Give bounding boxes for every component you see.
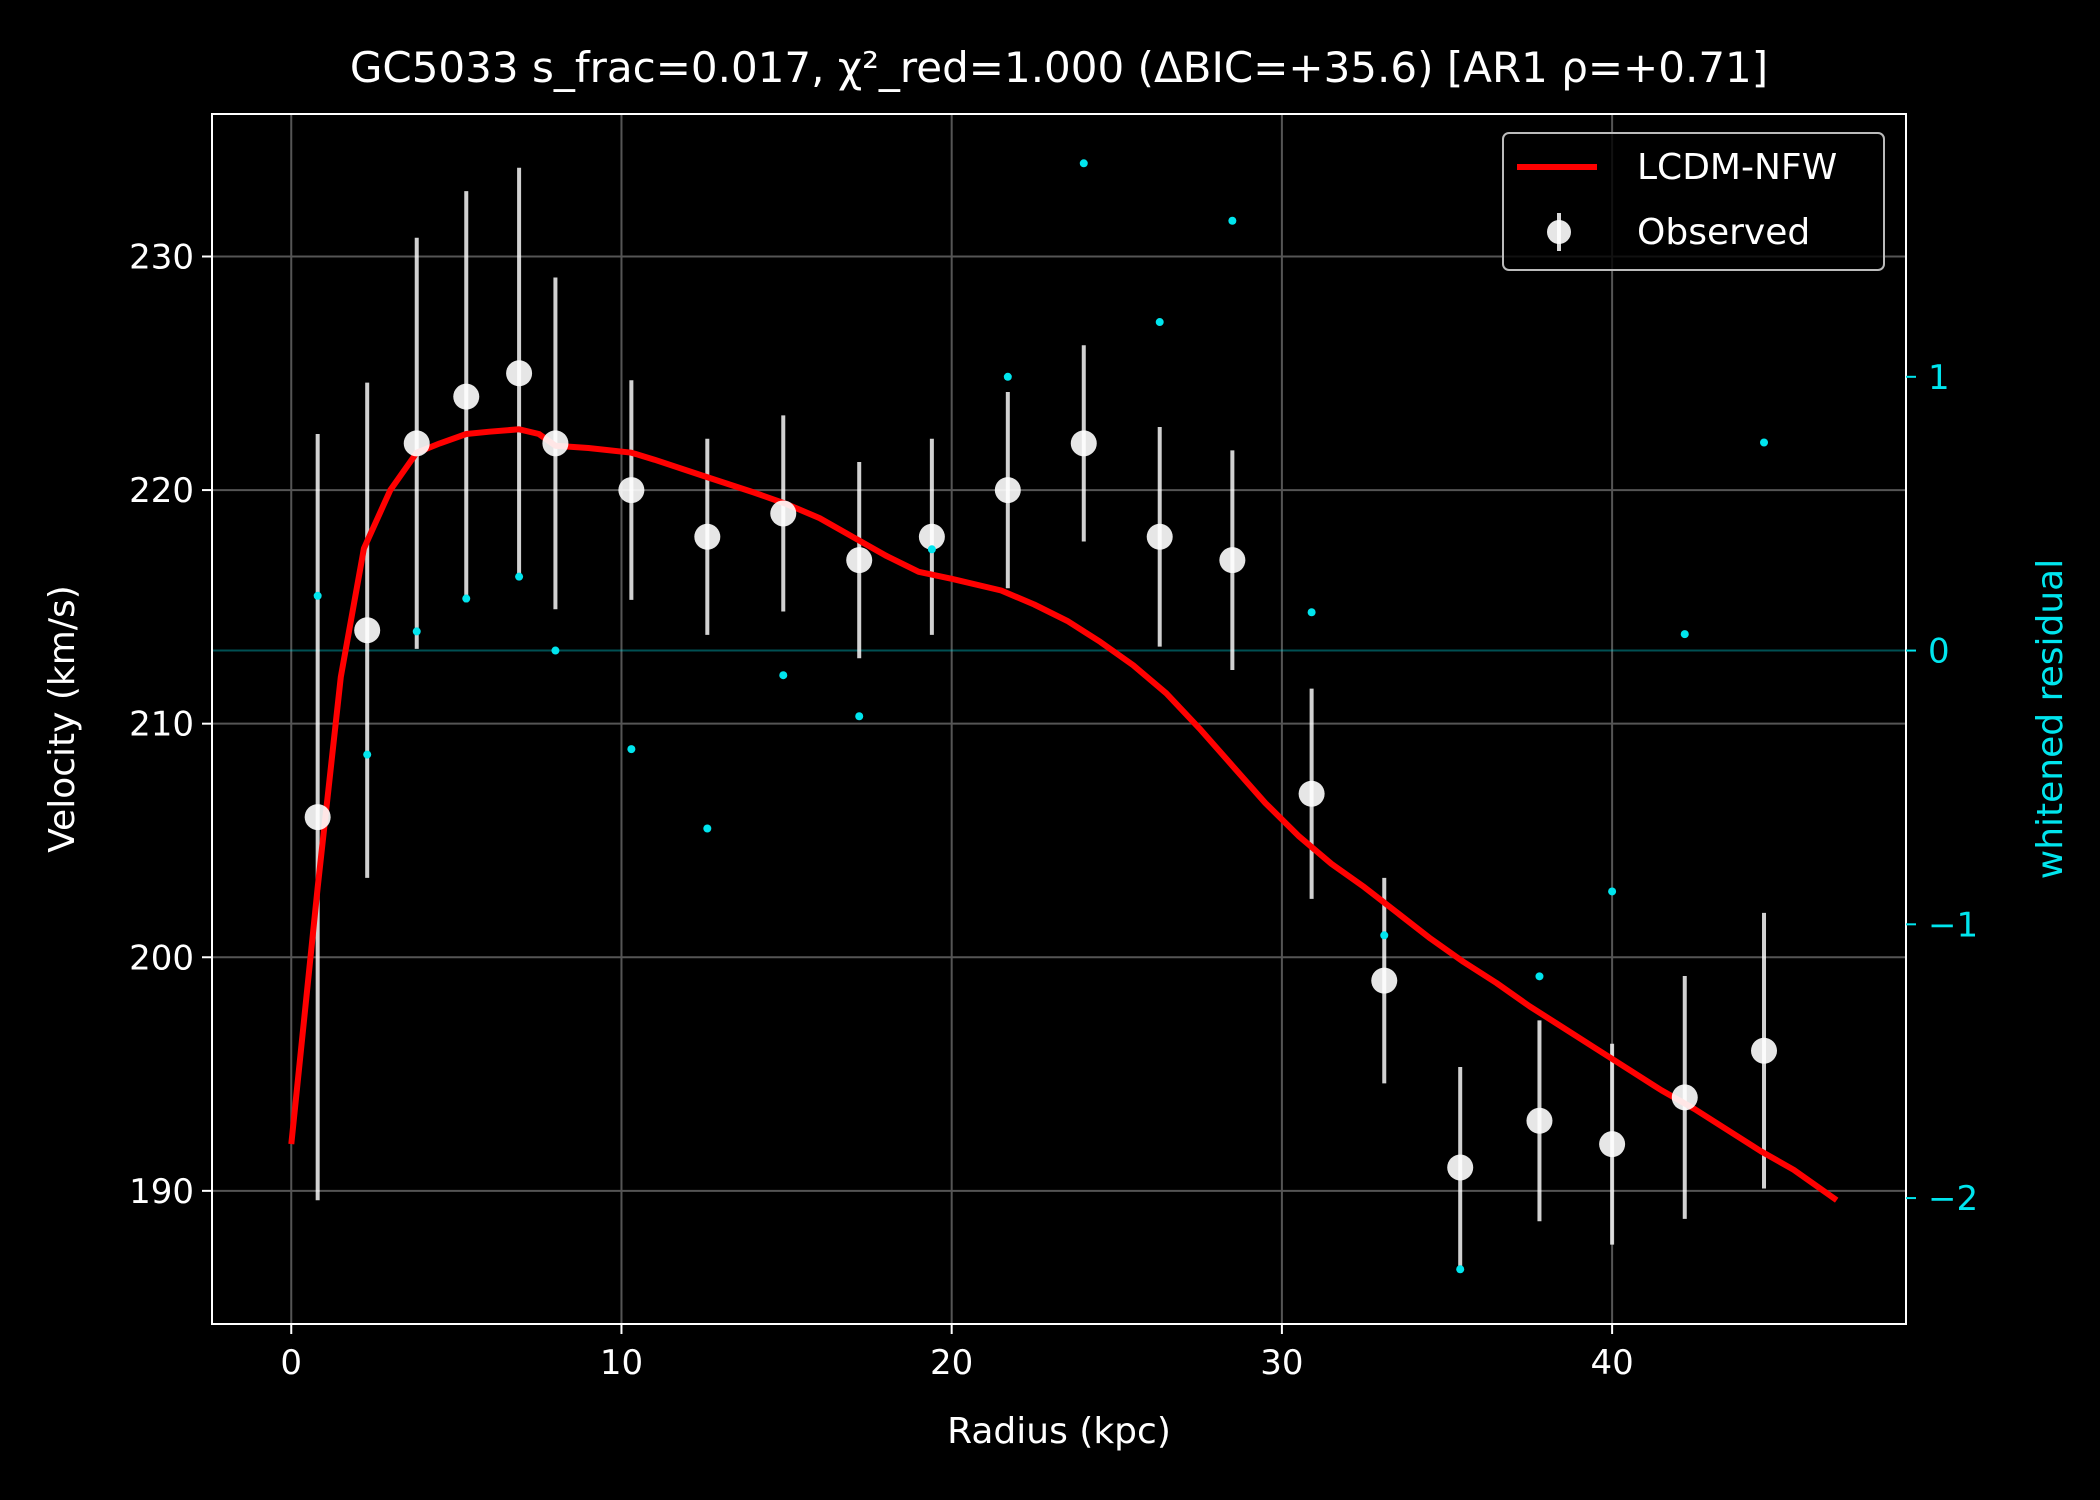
residual-point	[1680, 630, 1689, 639]
y-tick-label: 220	[129, 471, 194, 511]
observed-point	[618, 477, 645, 504]
observed-point	[846, 547, 873, 574]
observed-point	[542, 430, 569, 457]
plot-frame	[211, 113, 1907, 1325]
residual-point	[779, 671, 788, 680]
y-tick-label: 200	[129, 938, 194, 978]
residual-point	[855, 712, 864, 721]
observed-point	[770, 500, 797, 527]
residual-point	[313, 591, 322, 600]
observed-point	[994, 477, 1021, 504]
residual-point	[1307, 608, 1316, 617]
observed-point	[1070, 430, 1097, 457]
legend-observed-marker	[1547, 220, 1571, 244]
observed-point	[1526, 1107, 1553, 1134]
residual-point	[703, 824, 712, 833]
observed-point	[453, 383, 480, 410]
residual-point	[1760, 438, 1769, 447]
observed-point	[694, 523, 721, 550]
legend-observed-label: Observed	[1637, 212, 1810, 253]
observed-point	[1371, 967, 1398, 994]
legend-box	[1502, 132, 1885, 271]
observed-point	[1219, 547, 1246, 574]
observed-point	[354, 617, 381, 644]
x-tick-label: 10	[600, 1343, 643, 1383]
residual-tick-label: 0	[1928, 632, 1950, 672]
residual-tick-label: −1	[1928, 905, 1978, 945]
residual-point	[1608, 887, 1617, 896]
residual-point	[1079, 159, 1088, 168]
residual-point	[412, 627, 421, 636]
observed-point	[506, 360, 533, 387]
residual-point	[1003, 372, 1012, 381]
model-layer	[288, 426, 1839, 1203]
observed-point	[1447, 1154, 1474, 1181]
observed-point	[1298, 780, 1325, 807]
residual-point	[515, 572, 524, 581]
residual-point	[1456, 1265, 1465, 1274]
y-tick-label: 210	[129, 705, 194, 745]
observed-point	[1671, 1084, 1698, 1111]
residual-point	[551, 646, 560, 655]
residual-point	[1155, 318, 1164, 327]
legend: LCDM-NFW Observed	[1502, 132, 1885, 271]
legend-model-label: LCDM-NFW	[1637, 147, 1837, 188]
residual-tick-label: −2	[1928, 1179, 1978, 1219]
residual-point	[627, 745, 636, 754]
observed-point	[918, 523, 945, 550]
residual-point	[927, 545, 936, 554]
y-axis-title: Velocity (km/s)	[42, 585, 83, 853]
residual-axis-title: whitened residual	[2030, 559, 2071, 879]
residual-point	[1535, 972, 1544, 981]
x-tick-label: 0	[280, 1343, 302, 1383]
observed-point	[1599, 1131, 1626, 1158]
y-tick-label: 230	[129, 237, 194, 277]
x-tick-label: 30	[1260, 1343, 1303, 1383]
model-curve	[288, 426, 1839, 1203]
residual-point	[363, 750, 372, 759]
y-tick-label: 190	[129, 1172, 194, 1212]
observed-point	[1146, 523, 1173, 550]
observed-point	[403, 430, 430, 457]
residual-point	[1380, 931, 1389, 940]
chart-title: GC5033 s_frac=0.017, χ²_red=1.000 (ΔBIC=…	[350, 43, 1768, 92]
marker-layer	[304, 360, 1778, 1181]
x-tick-label: 20	[930, 1343, 973, 1383]
tick-layer: 0 10 20 30 40 190 200 210 220 230 −2 −1 0 1	[129, 237, 1978, 1383]
residual-tick-label: 1	[1928, 358, 1950, 398]
x-axis-title: Radius (kpc)	[947, 1411, 1171, 1452]
observed-point	[1751, 1037, 1778, 1064]
observed-point	[304, 804, 331, 831]
x-tick-label: 40	[1590, 1343, 1633, 1383]
residual-point	[1228, 216, 1237, 225]
residual-point	[462, 594, 471, 603]
residual-layer	[313, 159, 1769, 1274]
